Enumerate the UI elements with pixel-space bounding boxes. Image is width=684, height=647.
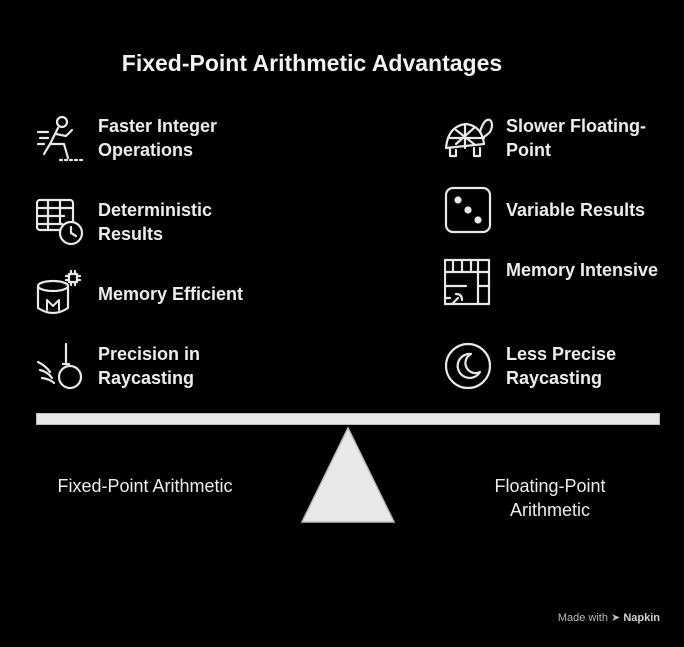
right-item-label: Less Precise Raycasting <box>506 344 617 388</box>
left-item-label: Precision in Raycasting <box>98 344 201 388</box>
made-with-text: Made with <box>557 612 608 624</box>
left-item-label: Deterministic Results <box>98 200 213 244</box>
diagram-title: Fixed-Point Arithmetic Advantages <box>121 50 503 76</box>
brand-name: Napkin <box>623 612 660 624</box>
right-item-label: Variable Results <box>506 200 646 220</box>
fulcrum-triangle <box>300 426 396 523</box>
memory-chip-icon <box>36 270 82 315</box>
wrecking-ball-icon <box>36 342 83 390</box>
left-item-label: Faster Integer Operations <box>98 116 218 160</box>
napkin-logo-icon: ➤ <box>611 612 621 624</box>
turtle-icon <box>444 118 494 158</box>
right-item-label: Memory Intensive <box>506 260 659 280</box>
balance-beam <box>36 413 660 425</box>
sprinter-icon <box>36 115 86 162</box>
left-item-label: Memory Efficient <box>98 284 244 304</box>
made-with-napkin: Made with ➤ Napkin <box>558 611 660 624</box>
right-item-label: Slower Floating-Point <box>506 116 647 160</box>
left-side-label: Fixed-Point Arithmetic <box>57 476 233 496</box>
moon-icon <box>444 342 492 390</box>
right-side-label: Floating-Point Arithmetic <box>494 476 606 520</box>
table-clock-icon <box>36 198 84 246</box>
floorplan-icon <box>444 258 491 306</box>
dice-icon <box>444 186 492 234</box>
